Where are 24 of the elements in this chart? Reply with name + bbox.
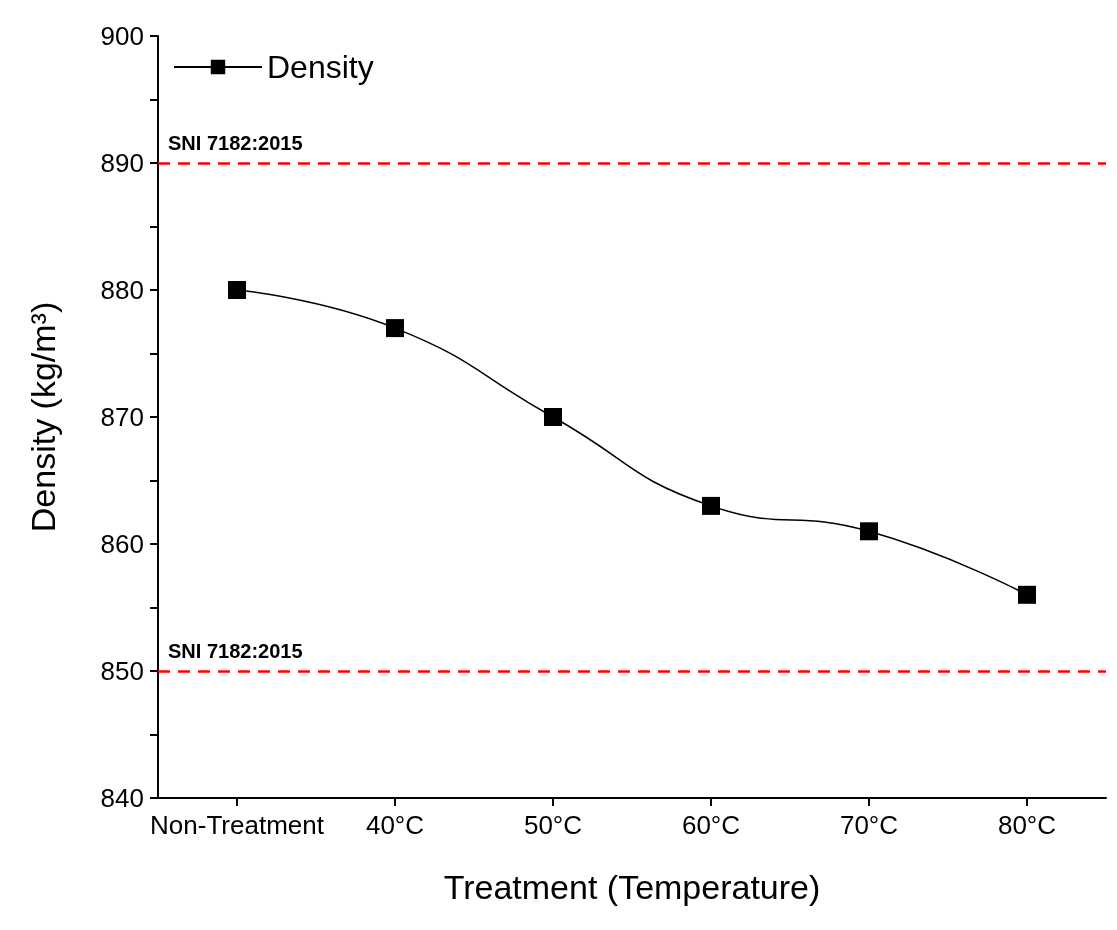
point: [702, 496, 720, 515]
y-axis-title: Density (kg/m³): [24, 301, 62, 533]
y-tick-label: 870: [100, 402, 144, 432]
x-tick-label: 60°C: [681, 810, 741, 840]
legend-label: Density: [267, 49, 374, 85]
point: [1018, 585, 1036, 604]
y-tick-label: 890: [100, 148, 144, 178]
y-tick-label: 860: [100, 529, 144, 559]
x-tick-label: 80°C: [997, 810, 1057, 840]
y-tick-label: 840: [100, 783, 144, 813]
x-axis-title: Treatment (Temperature): [443, 868, 821, 906]
point: [228, 281, 246, 299]
x-tick-label: 70°C: [839, 810, 899, 840]
annotation: SNI 7182:2015: [168, 132, 303, 154]
y-tick-label: 850: [100, 656, 144, 686]
x-tick-label: 50°C: [523, 810, 583, 840]
point: [544, 408, 562, 426]
x-tick-label: 40°C: [365, 810, 425, 840]
point: [860, 522, 878, 541]
x-tick-label: Non-Treatment: [150, 810, 325, 840]
point: [386, 319, 404, 338]
y-tick-label: 900: [100, 21, 144, 51]
y-tick-label: 880: [100, 275, 144, 305]
annotation: SNI 7182:2015: [168, 640, 303, 662]
